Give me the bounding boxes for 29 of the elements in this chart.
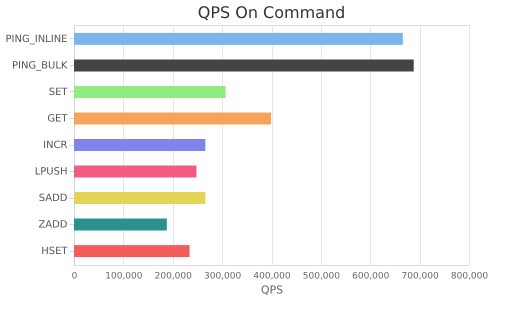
y-tick-label: INCR bbox=[43, 140, 68, 151]
x-tick-label: 200,000 bbox=[154, 272, 192, 282]
bar bbox=[74, 86, 226, 98]
bar bbox=[74, 59, 414, 72]
x-tick-label: 100,000 bbox=[105, 272, 143, 282]
y-tick-label: SADD bbox=[38, 193, 68, 204]
y-tick-label: PING_BULK bbox=[12, 60, 68, 72]
bar bbox=[74, 112, 272, 124]
x-tick-label: 800,000 bbox=[450, 272, 488, 282]
y-tick-label: PING_INLINE bbox=[6, 34, 68, 45]
y-tick-label: GET bbox=[47, 113, 68, 124]
y-tick-label: SET bbox=[48, 86, 68, 98]
x-tick-label: 400,000 bbox=[253, 272, 291, 282]
x-tick-label: 600,000 bbox=[352, 272, 390, 282]
bar bbox=[74, 245, 190, 258]
y-tick-label: ZADD bbox=[38, 220, 68, 231]
bar bbox=[74, 32, 403, 45]
x-tick-label: 0 bbox=[72, 272, 78, 282]
bar bbox=[74, 166, 196, 178]
chart-title: QPS On Command bbox=[198, 3, 346, 22]
x-tick-label: 300,000 bbox=[204, 272, 242, 282]
y-tick-label: LPUSH bbox=[34, 166, 68, 178]
x-tick-label: 700,000 bbox=[402, 272, 440, 282]
bar bbox=[74, 218, 167, 231]
y-tick-label: HSET bbox=[41, 246, 68, 258]
x-tick-label: 500,000 bbox=[302, 272, 340, 282]
x-axis-title: QPS bbox=[260, 284, 284, 296]
bar bbox=[74, 139, 206, 151]
bar bbox=[74, 192, 206, 204]
